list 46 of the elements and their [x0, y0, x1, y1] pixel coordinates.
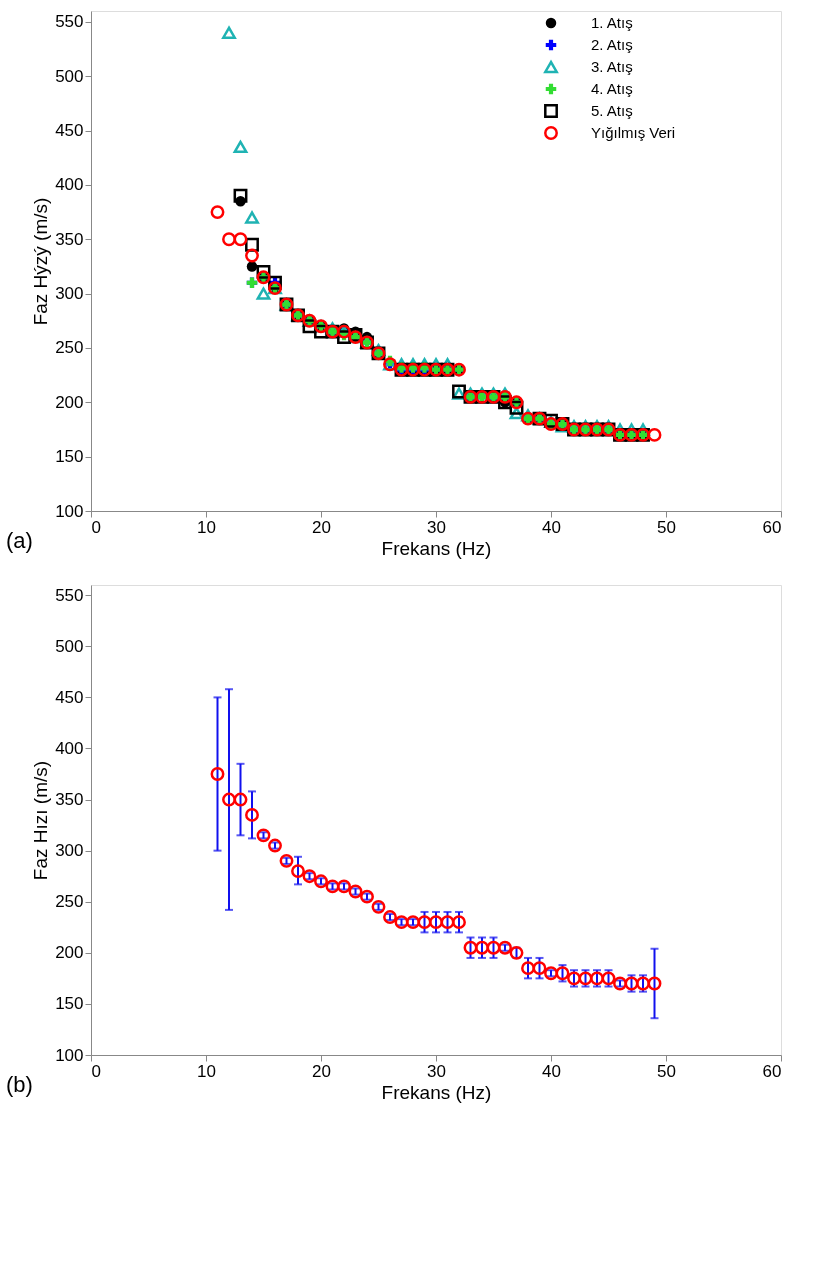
x-tick-label: 60 — [762, 1061, 782, 1081]
y-tick-label: 200 — [55, 392, 84, 412]
y-tick-label: 400 — [55, 175, 84, 195]
y-tick-label: 100 — [55, 1045, 84, 1065]
y-tick-label: 300 — [55, 284, 84, 304]
y-tick-label: 450 — [55, 121, 84, 141]
text: (b) — [6, 1072, 33, 1097]
legend-label: 2. Atış — [591, 36, 633, 53]
y-tick-label: 250 — [55, 892, 84, 912]
y-tick-label: 400 — [55, 738, 84, 758]
y-tick-label: 150 — [55, 994, 84, 1014]
legend-label: Yığılmış Veri — [591, 124, 676, 141]
x-tick-label: 10 — [197, 1061, 216, 1081]
y-tick-label: 200 — [55, 943, 84, 963]
y-tick-label: 150 — [55, 447, 84, 467]
x-tick-label: 0 — [91, 517, 101, 537]
y-tick-label: 550 — [55, 585, 84, 605]
text: (a) — [6, 528, 33, 553]
x-axis-title: Frekans (Hz) — [381, 537, 492, 559]
legend-label: 1. Atış — [591, 14, 633, 31]
x-tick-label: 30 — [427, 1061, 446, 1081]
x-tick-label: 10 — [197, 517, 216, 537]
x-tick-label: 40 — [542, 517, 561, 537]
x-tick-label: 20 — [312, 517, 331, 537]
y-tick-label: 350 — [55, 229, 84, 249]
x-tick-label: 20 — [312, 1061, 331, 1081]
legend-label: 3. Atış — [591, 58, 633, 75]
y-axis-title: Faz Hýzý (m/s) — [30, 197, 52, 326]
y-tick-label: 450 — [55, 687, 84, 707]
x-tick-label: 30 — [427, 517, 446, 537]
y-tick-label: 100 — [55, 501, 84, 521]
legend-label: 4. Atış — [591, 80, 633, 97]
x-tick-label: 50 — [657, 1061, 676, 1081]
x-tick-label: 50 — [657, 517, 676, 537]
x-tick-label: 60 — [762, 517, 782, 537]
y-tick-label: 550 — [55, 12, 84, 32]
y-tick-label: 500 — [55, 66, 84, 86]
y-tick-label: 350 — [55, 790, 84, 810]
y-tick-label: 500 — [55, 636, 84, 656]
legend-label: 5. Atış — [591, 102, 633, 119]
x-axis-title: Frekans (Hz) — [381, 1081, 492, 1103]
x-tick-label: 0 — [91, 1061, 101, 1081]
y-axis-title: Faz Hızı (m/s) — [30, 760, 52, 881]
y-tick-label: 300 — [55, 841, 84, 861]
y-tick-label: 250 — [55, 338, 84, 358]
x-tick-label: 40 — [542, 1061, 561, 1081]
